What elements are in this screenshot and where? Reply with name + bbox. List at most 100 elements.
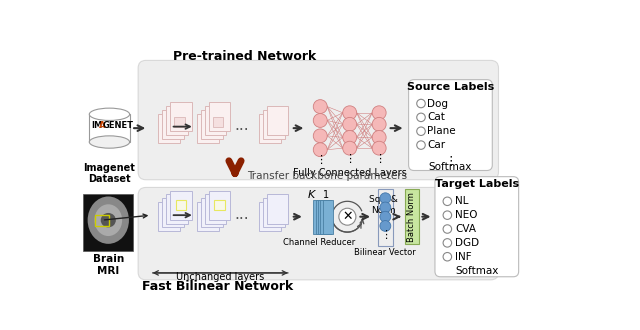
Bar bbox=[267, 194, 289, 224]
Text: Source Labels: Source Labels bbox=[407, 82, 494, 92]
Circle shape bbox=[313, 100, 327, 114]
Bar bbox=[83, 194, 134, 251]
Bar bbox=[201, 110, 223, 139]
Circle shape bbox=[343, 106, 356, 120]
Circle shape bbox=[417, 141, 425, 149]
Text: Transfer backbone parameters: Transfer backbone parameters bbox=[246, 171, 407, 181]
Text: Sqrt &
Norm: Sqrt & Norm bbox=[369, 195, 398, 215]
Bar bbox=[378, 189, 393, 246]
Circle shape bbox=[372, 117, 386, 131]
Bar bbox=[166, 106, 188, 135]
FancyBboxPatch shape bbox=[408, 80, 492, 171]
Text: Dog: Dog bbox=[428, 99, 448, 109]
Ellipse shape bbox=[90, 108, 130, 120]
Text: Channel Reducer: Channel Reducer bbox=[283, 238, 355, 248]
Bar bbox=[205, 194, 227, 224]
Bar bbox=[197, 202, 219, 231]
Circle shape bbox=[313, 129, 327, 143]
Ellipse shape bbox=[95, 204, 122, 236]
Text: Fully Connected Layers: Fully Connected Layers bbox=[293, 168, 406, 178]
Circle shape bbox=[443, 211, 452, 219]
FancyBboxPatch shape bbox=[435, 177, 518, 277]
Bar bbox=[170, 102, 191, 131]
Bar bbox=[323, 200, 333, 234]
Bar bbox=[170, 190, 191, 220]
Text: IM: IM bbox=[91, 121, 102, 130]
Bar bbox=[263, 110, 285, 139]
Circle shape bbox=[313, 143, 327, 157]
Text: ⋮: ⋮ bbox=[374, 154, 385, 164]
Bar bbox=[212, 116, 223, 127]
Text: Softmax: Softmax bbox=[429, 162, 472, 172]
Circle shape bbox=[443, 239, 452, 247]
Text: ⋮: ⋮ bbox=[380, 230, 391, 240]
Text: Brain
MRI: Brain MRI bbox=[93, 254, 124, 276]
Bar bbox=[404, 189, 419, 245]
FancyBboxPatch shape bbox=[138, 187, 499, 280]
Circle shape bbox=[380, 193, 391, 204]
Text: Softmax: Softmax bbox=[455, 266, 499, 276]
Circle shape bbox=[443, 225, 452, 233]
Bar bbox=[318, 200, 329, 234]
Bar bbox=[259, 202, 281, 231]
Bar bbox=[263, 198, 285, 227]
Text: ⋮: ⋮ bbox=[344, 154, 355, 164]
Text: Pre-trained Network: Pre-trained Network bbox=[173, 50, 316, 63]
Text: ⋮: ⋮ bbox=[315, 155, 326, 165]
FancyBboxPatch shape bbox=[138, 60, 499, 180]
Bar bbox=[174, 116, 184, 127]
Text: A: A bbox=[99, 121, 105, 130]
Bar bbox=[166, 194, 188, 224]
Circle shape bbox=[443, 252, 452, 261]
Circle shape bbox=[343, 141, 356, 155]
Bar bbox=[158, 114, 180, 143]
Bar bbox=[320, 200, 331, 234]
Text: NL: NL bbox=[455, 196, 468, 206]
Text: CVA: CVA bbox=[455, 224, 476, 234]
Text: ✕: ✕ bbox=[342, 210, 353, 223]
Text: ...: ... bbox=[234, 118, 248, 133]
Bar bbox=[201, 198, 223, 227]
Text: K: K bbox=[308, 190, 316, 200]
Bar bbox=[205, 106, 227, 135]
Bar bbox=[267, 106, 289, 135]
Circle shape bbox=[339, 208, 356, 225]
Text: Unchanged layers: Unchanged layers bbox=[176, 272, 264, 282]
Text: ...: ... bbox=[234, 207, 248, 222]
Text: Target Labels: Target Labels bbox=[435, 180, 519, 189]
Bar bbox=[259, 114, 281, 143]
Text: Batch Norm: Batch Norm bbox=[407, 192, 416, 242]
Ellipse shape bbox=[88, 196, 129, 244]
Circle shape bbox=[313, 114, 327, 127]
Circle shape bbox=[343, 117, 356, 131]
Text: Car: Car bbox=[428, 140, 445, 150]
Circle shape bbox=[380, 220, 391, 231]
Circle shape bbox=[372, 130, 386, 144]
Text: INF: INF bbox=[455, 252, 472, 262]
Bar bbox=[162, 110, 184, 139]
Circle shape bbox=[417, 99, 425, 108]
Circle shape bbox=[343, 130, 356, 144]
Ellipse shape bbox=[100, 213, 116, 227]
Circle shape bbox=[380, 211, 391, 222]
Bar bbox=[209, 190, 230, 220]
Text: Plane: Plane bbox=[428, 126, 456, 136]
Bar bbox=[90, 114, 129, 142]
Text: DGD: DGD bbox=[455, 238, 479, 248]
Text: GENET: GENET bbox=[102, 121, 134, 130]
Bar bbox=[197, 114, 219, 143]
Ellipse shape bbox=[90, 136, 130, 148]
Circle shape bbox=[417, 113, 425, 122]
Circle shape bbox=[380, 202, 391, 213]
Text: Fast Bilinear Network: Fast Bilinear Network bbox=[142, 280, 293, 292]
Circle shape bbox=[443, 197, 452, 206]
Circle shape bbox=[417, 127, 425, 136]
Text: NEO: NEO bbox=[455, 210, 477, 220]
Bar bbox=[316, 200, 326, 234]
Bar bbox=[95, 215, 109, 226]
Bar bbox=[175, 200, 186, 210]
Text: Cat: Cat bbox=[428, 113, 445, 122]
Text: Bilinear Vector: Bilinear Vector bbox=[355, 248, 416, 257]
Text: 1: 1 bbox=[323, 190, 329, 200]
Bar bbox=[209, 102, 230, 131]
